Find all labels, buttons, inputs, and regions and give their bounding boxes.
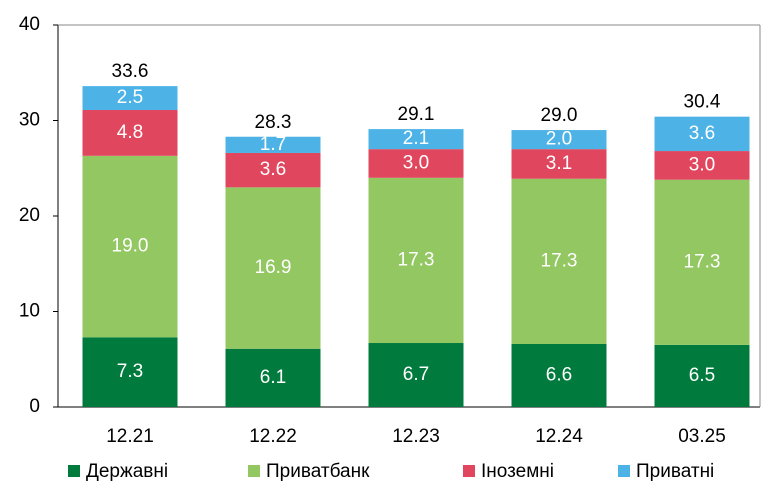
- total-label: 30.4: [684, 92, 721, 113]
- bar-segment: [654, 179, 750, 345]
- bar-segment: [368, 149, 464, 178]
- bar-segment: [654, 116, 750, 152]
- bar-segment: [368, 177, 464, 344]
- total-label: 33.6: [112, 61, 149, 82]
- y-tick-label: 10: [19, 301, 40, 322]
- y-tick-label: 30: [19, 110, 40, 131]
- data-label: 2.1: [403, 128, 429, 149]
- bar-segment: [82, 86, 178, 110]
- bar-segment: [225, 348, 321, 407]
- y-tick-label: 40: [19, 14, 40, 35]
- total-label: 29.1: [398, 104, 435, 125]
- data-label: 3.1: [546, 153, 572, 174]
- bar-segment: [654, 344, 750, 407]
- data-label: 17.3: [684, 251, 721, 272]
- data-label: 3.6: [689, 123, 715, 144]
- bar-segment: [511, 130, 607, 150]
- legend-label: Приватбанк: [266, 461, 370, 482]
- legend-swatch: [68, 465, 80, 477]
- data-label: 17.3: [541, 250, 578, 271]
- data-label: 3.6: [260, 159, 286, 180]
- legend-label: Іноземні: [481, 461, 554, 482]
- data-label: 4.8: [117, 122, 143, 143]
- bar-segment: [82, 109, 178, 156]
- data-label: 3.0: [403, 152, 429, 173]
- x-tick-label: 12.24: [535, 426, 583, 447]
- data-label: 16.9: [255, 257, 292, 278]
- legend-label: Приватні: [636, 461, 714, 482]
- bar-segment: [511, 178, 607, 344]
- data-label: 6.5: [689, 365, 715, 386]
- legend-swatch: [618, 465, 630, 477]
- data-label: 6.1: [260, 367, 286, 388]
- bar-segment: [225, 136, 321, 153]
- legend-swatch: [463, 465, 475, 477]
- y-tick-label: 20: [19, 205, 40, 226]
- data-label: 19.0: [112, 236, 149, 257]
- data-label: 2.0: [546, 129, 572, 150]
- total-label: 29.0: [541, 105, 578, 126]
- legend-swatch: [248, 465, 260, 477]
- legend-label: Державні: [86, 461, 168, 482]
- bar-segment: [225, 152, 321, 188]
- x-tick-label: 12.23: [392, 426, 440, 447]
- data-label: 7.3: [117, 361, 143, 382]
- data-label: 6.6: [546, 365, 572, 386]
- bar-segment: [511, 149, 607, 179]
- x-tick-label: 12.22: [249, 426, 297, 447]
- data-label: 2.5: [117, 87, 143, 108]
- bar-segment: [82, 337, 178, 407]
- bar-segment: [82, 155, 178, 338]
- data-label: 3.0: [689, 154, 715, 175]
- total-label: 28.3: [255, 112, 292, 133]
- data-label: 6.7: [403, 364, 429, 385]
- data-label: 17.3: [398, 249, 435, 270]
- bar-segment: [511, 343, 607, 407]
- bar-segment: [654, 151, 750, 180]
- data-label: 1.7: [260, 134, 286, 155]
- bar-segment: [225, 187, 321, 349]
- x-tick-label: 03.25: [678, 426, 726, 447]
- y-tick-label: 0: [29, 396, 40, 417]
- x-tick-label: 12.21: [106, 426, 154, 447]
- bar-segment: [368, 129, 464, 150]
- bar-segment: [368, 343, 464, 407]
